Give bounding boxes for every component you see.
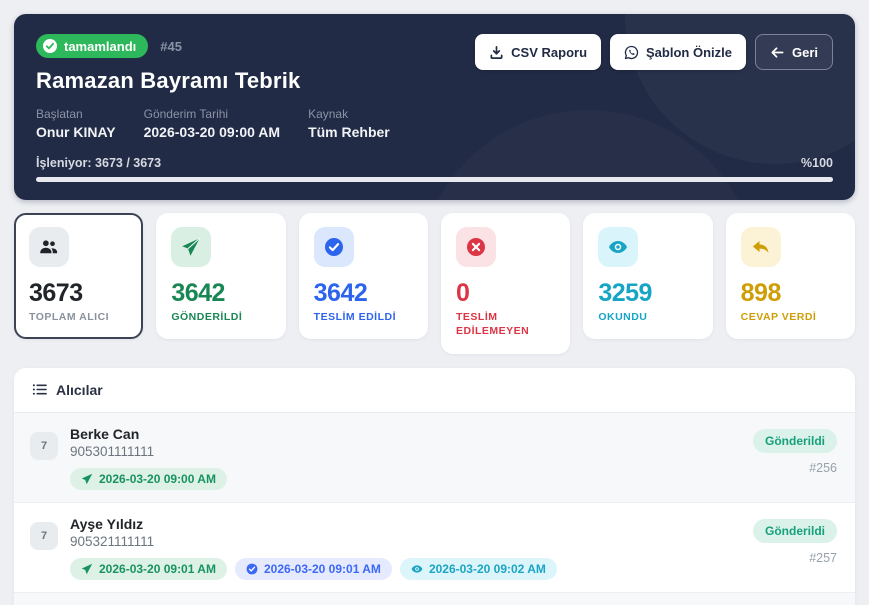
recipients-title: Alıcılar xyxy=(56,381,103,398)
recipient-row[interactable]: 7 Ayşe Yıldız 905321111111 2026-03-20 09… xyxy=(14,503,855,593)
check-circle-icon xyxy=(246,563,258,574)
stat-card-total-recipients[interactable]: 3673 TOPLAM ALICI xyxy=(14,213,144,340)
stat-card-delivered[interactable]: 3642 TESLİM EDİLDİ xyxy=(298,213,428,340)
check-circle-icon xyxy=(313,227,354,267)
recipient-name: Berke Can xyxy=(70,425,140,442)
sent-time-pill: 2026-03-20 09:00 AM xyxy=(70,467,227,490)
download-icon xyxy=(490,45,503,59)
eye-icon xyxy=(411,564,423,573)
back-button[interactable]: Geri xyxy=(754,34,833,70)
stat-label: GÖNDERİLDİ xyxy=(171,311,243,324)
csv-report-label: CSV Raporu xyxy=(511,44,588,60)
stats-row: 3673 TOPLAM ALICI 3642 GÖNDERİLDİ 3642 T… xyxy=(14,213,855,354)
recipient-phone: 905301111111 xyxy=(70,443,155,459)
progress-percent: %100 xyxy=(801,156,833,170)
list-icon xyxy=(32,384,47,395)
stat-value: 3673 xyxy=(29,279,83,307)
status-badge: Gönderildi xyxy=(753,518,837,543)
stat-label: CEVAP VERDİ xyxy=(740,311,817,324)
send-icon xyxy=(81,473,93,484)
stat-label: TOPLAM ALICI xyxy=(29,311,110,324)
x-circle-icon xyxy=(455,227,496,267)
template-preview-label: Şablon Önizle xyxy=(646,44,732,60)
meta-label-source: Kaynak xyxy=(308,107,349,121)
recipient-avatar: 7 xyxy=(30,521,58,550)
status-badge-label: tamamlandı xyxy=(64,38,137,54)
recipient-row[interactable]: 7 Berke Can 905301111111 2026-03-20 09:0… xyxy=(14,412,855,503)
progress-bar-fill xyxy=(36,177,833,182)
page-title: Ramazan Bayramı Tebrik xyxy=(36,68,301,93)
back-label: Geri xyxy=(791,44,818,60)
eye-icon xyxy=(598,227,639,267)
stat-label: TESLİM EDİLDİ xyxy=(313,311,396,324)
recipient-phone: 905321111111 xyxy=(70,533,155,549)
send-icon xyxy=(171,227,212,267)
csv-report-button[interactable]: CSV Raporu xyxy=(475,34,602,70)
stat-value: 0 xyxy=(455,279,470,307)
meta-label-send-date: Gönderim Tarihi xyxy=(143,107,229,121)
meta-label-initiator: Başlatan xyxy=(36,107,83,121)
stat-card-replied[interactable]: 898 CEVAP VERDİ xyxy=(725,213,855,340)
progress-bar xyxy=(36,177,833,182)
status-badge: Gönderildi xyxy=(753,428,837,453)
stat-card-undelivered[interactable]: 0 TESLİM EDİLEMEYEN xyxy=(440,213,571,354)
stat-value: 3259 xyxy=(598,279,652,307)
meta-value-source: Tüm Rehber xyxy=(308,124,390,140)
sent-time-pill: 2026-03-20 09:01 AM xyxy=(70,557,227,580)
meta-value-send-date: 2026-03-20 09:00 AM xyxy=(143,124,281,140)
status-badge: tamamlandı xyxy=(36,34,149,58)
recipient-name: Ayşe Yıldız xyxy=(70,515,144,532)
message-id: #257 xyxy=(809,550,837,565)
arrow-left-icon xyxy=(771,46,784,58)
campaign-id: #45 xyxy=(160,38,182,54)
stat-card-sent[interactable]: 3642 GÖNDERİLDİ xyxy=(156,213,286,340)
meta-value-initiator: Onur KINAY xyxy=(36,124,116,140)
whatsapp-icon xyxy=(624,45,639,59)
recipient-avatar: 7 xyxy=(30,431,58,460)
stat-label: TESLİM EDİLEMEYEN xyxy=(455,311,530,338)
stat-label: OKUNDU xyxy=(598,311,648,324)
recipient-row[interactable]: 80 Umut Şimşek 905421111111 2026-03-20 0… xyxy=(14,592,855,605)
reply-icon xyxy=(740,227,781,267)
users-icon xyxy=(29,227,69,267)
stat-card-read[interactable]: 3259 OKUNDU xyxy=(583,213,713,340)
campaign-header-card: tamamlandı #45 Ramazan Bayramı Tebrik Ba… xyxy=(14,14,855,200)
template-preview-button[interactable]: Şablon Önizle xyxy=(610,34,746,70)
delivered-time-pill: 2026-03-20 09:01 AM xyxy=(234,557,392,580)
progress-label: İşleniyor: 3673 / 3673 xyxy=(36,156,162,170)
read-time-pill: 2026-03-20 09:02 AM xyxy=(399,557,557,580)
campaign-meta: Başlatan Onur KINAY Gönderim Tarihi 2026… xyxy=(36,107,390,140)
stat-value: 898 xyxy=(740,279,782,307)
check-circle-icon xyxy=(43,39,57,53)
stat-value: 3642 xyxy=(313,279,368,307)
send-icon xyxy=(81,563,93,574)
recipients-card: Alıcılar 7 Berke Can 905301111111 2026-0… xyxy=(14,367,855,605)
stat-value: 3642 xyxy=(171,279,225,307)
message-id: #256 xyxy=(809,460,837,475)
